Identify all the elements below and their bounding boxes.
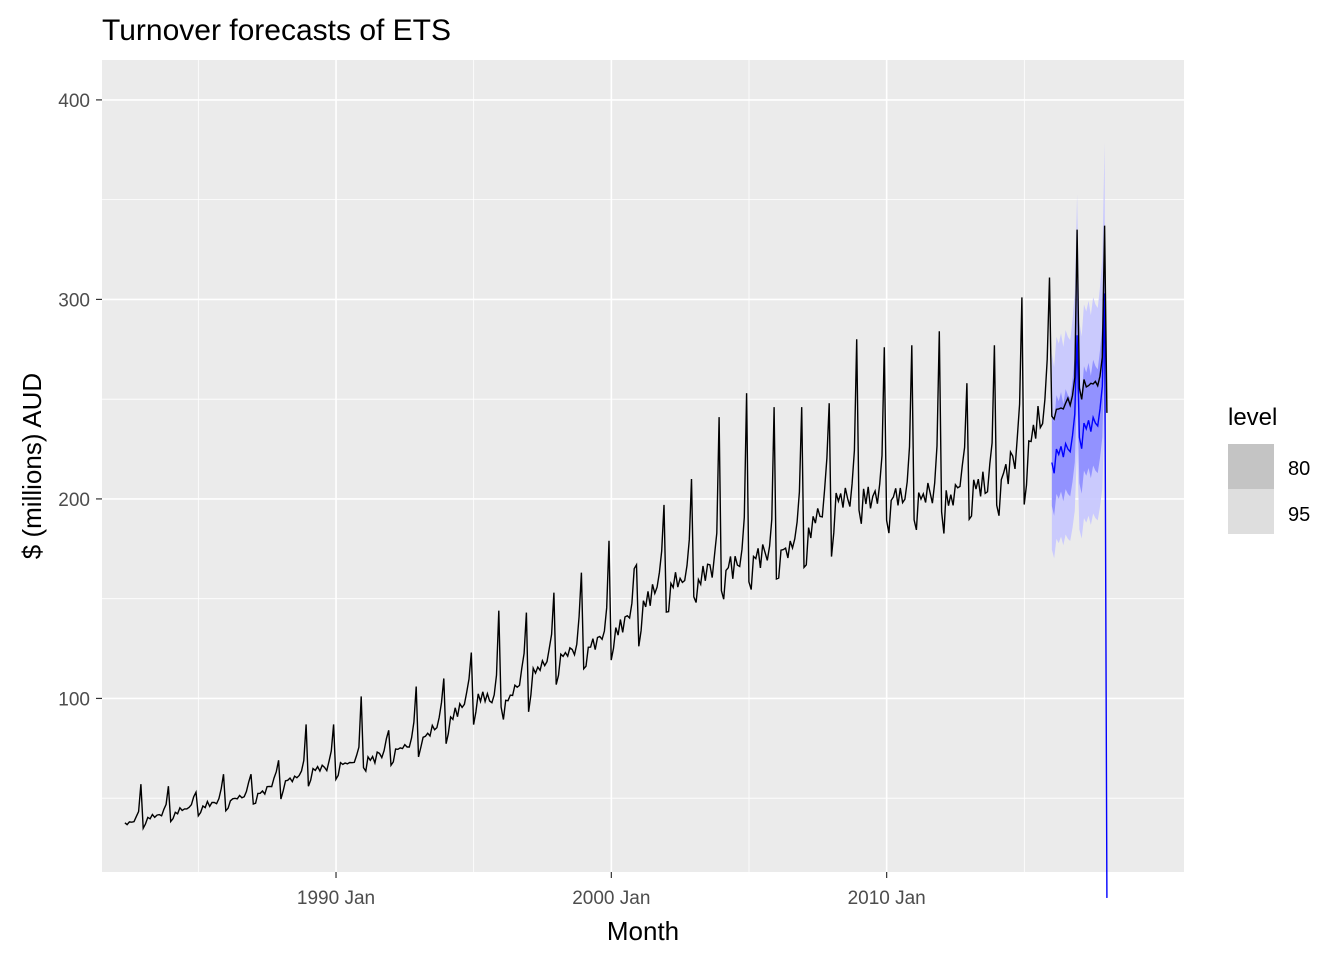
y-axis-title: $ (millions) AUD xyxy=(17,373,47,559)
chart-title: Turnover forecasts of ETS xyxy=(102,14,451,47)
legend-key-95 xyxy=(1228,489,1274,534)
grid-major xyxy=(102,60,1184,872)
y-tick-label: 300 xyxy=(58,290,90,311)
legend: level 80 95 xyxy=(1228,404,1310,534)
prediction-intervals xyxy=(1051,142,1107,898)
y-axis: 100 200 300 400 xyxy=(58,91,102,710)
interval-80-band xyxy=(1051,220,1107,898)
x-tick-label: 2000 Jan xyxy=(572,888,650,909)
series-lines xyxy=(124,225,1108,898)
legend-label-95: 95 xyxy=(1288,504,1310,526)
forecast-mean-line xyxy=(1051,293,1108,898)
y-tick-label: 400 xyxy=(58,91,90,112)
x-axis: 1990 Jan 2000 Jan 2010 Jan xyxy=(297,872,926,909)
y-tick-label: 200 xyxy=(58,490,90,511)
legend-key-80 xyxy=(1228,444,1274,489)
x-tick-label: 2010 Jan xyxy=(848,888,926,909)
grid-minor xyxy=(102,60,1184,872)
y-tick-label: 100 xyxy=(58,689,90,710)
history-line xyxy=(124,225,1108,831)
x-axis-title: Month xyxy=(607,916,679,946)
x-tick-label: 1990 Jan xyxy=(297,888,375,909)
legend-title: level xyxy=(1228,404,1277,431)
interval-95-band xyxy=(1051,142,1107,898)
legend-label-80: 80 xyxy=(1288,458,1310,480)
plot-panel xyxy=(102,60,1184,872)
